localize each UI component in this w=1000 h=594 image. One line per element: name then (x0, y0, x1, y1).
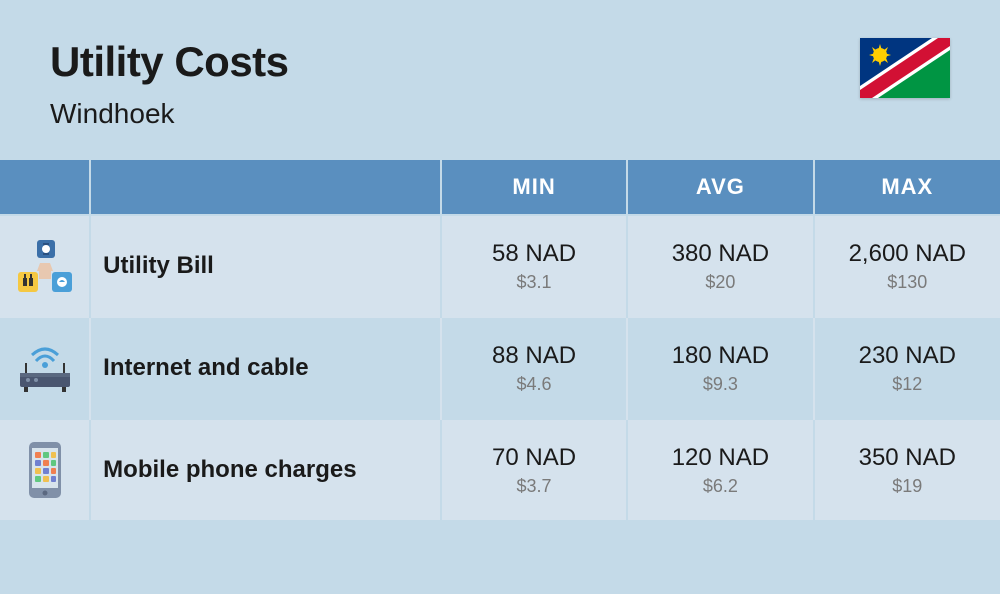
cell-avg: 120 NAD $6.2 (627, 419, 813, 520)
row-icon-cell (0, 215, 90, 317)
cell-avg: 380 NAD $20 (627, 215, 813, 317)
table-row: Mobile phone charges 70 NAD $3.7 120 NAD… (0, 419, 1000, 520)
phone-icon (8, 440, 81, 500)
col-max: MAX (814, 160, 1000, 215)
flag-icon (860, 38, 950, 98)
val-secondary: $3.1 (450, 272, 618, 293)
router-icon (8, 338, 81, 398)
cell-min: 88 NAD $4.6 (441, 317, 627, 419)
val-secondary: $20 (636, 272, 804, 293)
val-primary: 230 NAD (823, 342, 992, 370)
val-primary: 120 NAD (636, 444, 804, 472)
val-secondary: $130 (823, 272, 992, 293)
val-primary: 350 NAD (823, 444, 992, 472)
val-secondary: $9.3 (636, 374, 804, 395)
title-block: Utility Costs Windhoek (50, 38, 289, 130)
row-label: Utility Bill (90, 215, 441, 317)
val-secondary: $12 (823, 374, 992, 395)
val-secondary: $6.2 (636, 476, 804, 497)
header: Utility Costs Windhoek (0, 0, 1000, 160)
table-row: Internet and cable 88 NAD $4.6 180 NAD $… (0, 317, 1000, 419)
val-primary: 70 NAD (450, 444, 618, 472)
costs-table: MIN AVG MAX (0, 160, 1000, 520)
val-primary: 380 NAD (636, 240, 804, 268)
cell-min: 70 NAD $3.7 (441, 419, 627, 520)
val-secondary: $4.6 (450, 374, 618, 395)
cell-avg: 180 NAD $9.3 (627, 317, 813, 419)
val-primary: 180 NAD (636, 342, 804, 370)
cell-max: 230 NAD $12 (814, 317, 1000, 419)
val-primary: 2,600 NAD (823, 240, 992, 268)
row-label: Internet and cable (90, 317, 441, 419)
table-row: Utility Bill 58 NAD $3.1 380 NAD $20 2,6… (0, 215, 1000, 317)
table-header-row: MIN AVG MAX (0, 160, 1000, 215)
row-label: Mobile phone charges (90, 419, 441, 520)
cell-min: 58 NAD $3.1 (441, 215, 627, 317)
col-min: MIN (441, 160, 627, 215)
cell-max: 350 NAD $19 (814, 419, 1000, 520)
val-secondary: $19 (823, 476, 992, 497)
col-icon (0, 160, 90, 215)
val-primary: 88 NAD (450, 342, 618, 370)
val-secondary: $3.7 (450, 476, 618, 497)
row-icon-cell (0, 317, 90, 419)
val-primary: 58 NAD (450, 240, 618, 268)
utility-icon (8, 236, 81, 296)
page-title: Utility Costs (50, 38, 289, 86)
col-label (90, 160, 441, 215)
row-icon-cell (0, 419, 90, 520)
cell-max: 2,600 NAD $130 (814, 215, 1000, 317)
col-avg: AVG (627, 160, 813, 215)
subtitle: Windhoek (50, 98, 289, 130)
